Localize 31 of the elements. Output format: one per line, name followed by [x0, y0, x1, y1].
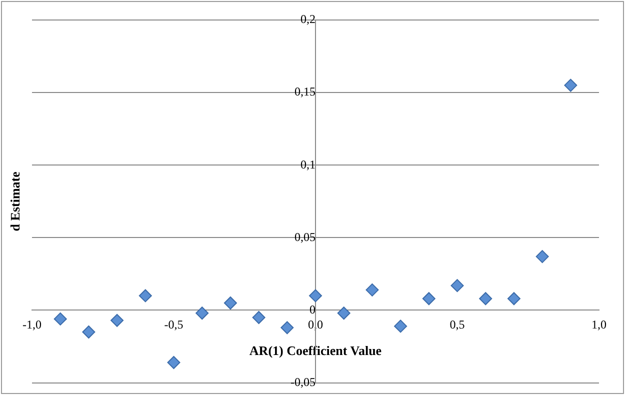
y-tick-label: 0,1: [300, 157, 316, 172]
x-tick-label: 0,5: [450, 318, 465, 332]
y-tick-label: 0,2: [300, 12, 316, 26]
y-tick-label: 0,15: [294, 84, 316, 99]
point: [422, 292, 436, 306]
y-tick-label: 0: [310, 302, 316, 316]
point: [110, 314, 124, 327]
y-tick-label: -0,05: [290, 374, 316, 389]
x-tick-label: -1,0: [22, 318, 42, 332]
x-tick-label: -0,5: [164, 318, 184, 332]
point: [450, 279, 464, 292]
point: [252, 310, 266, 324]
point: [280, 321, 294, 334]
point: [82, 326, 96, 339]
point: [54, 312, 67, 326]
x-tick-label: 1,0: [592, 318, 606, 332]
point: [224, 296, 237, 310]
point: [138, 289, 152, 302]
x-axis-title: AR(1) Coefficient Value: [249, 342, 382, 358]
point: [309, 289, 322, 302]
y-axis-title: d Estimate: [7, 171, 22, 232]
point: [337, 306, 350, 320]
point: [536, 250, 549, 264]
point: [366, 283, 379, 296]
point: [564, 78, 578, 92]
point: [507, 292, 520, 306]
point: [196, 306, 209, 320]
point: [394, 320, 408, 333]
point: [479, 292, 492, 306]
point: [167, 356, 180, 369]
y-tick-label: 0,05: [294, 230, 316, 244]
